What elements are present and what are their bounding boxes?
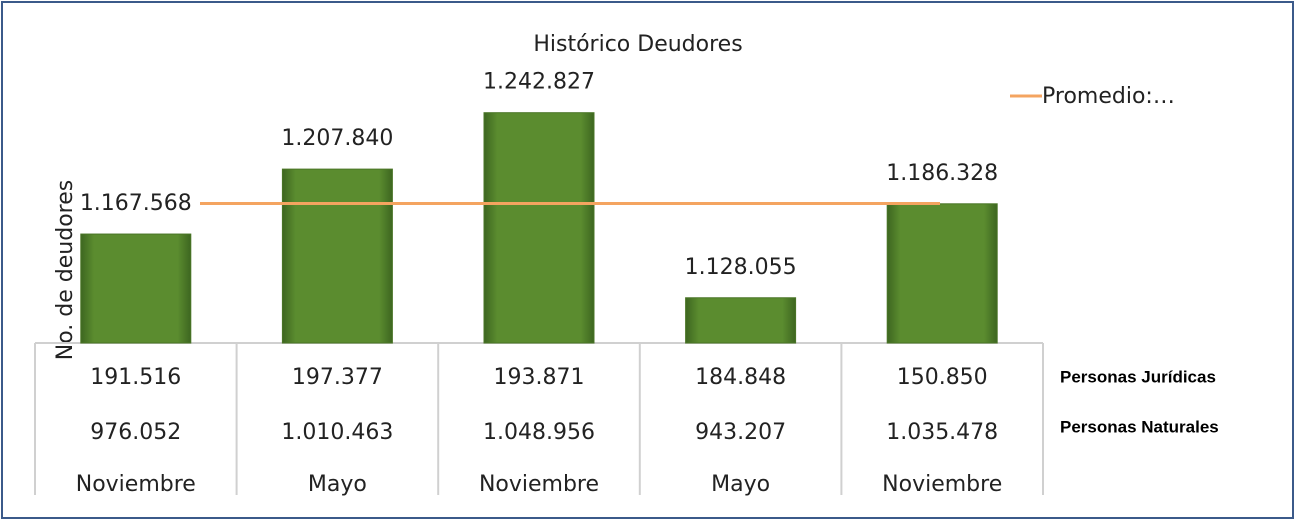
table-cell: 943.207 [695, 420, 786, 445]
table-row-label: Personas Naturales [1060, 417, 1219, 436]
table-row-label: Personas Jurídicas [1060, 367, 1216, 386]
bar [886, 203, 998, 344]
table-cell: 1.035.478 [886, 420, 998, 445]
x-tick-label: Mayo [308, 472, 367, 497]
bar [80, 233, 192, 344]
data-label: 1.128.055 [685, 255, 797, 280]
bar [483, 112, 595, 344]
table-cell: 197.377 [292, 365, 383, 390]
x-tick-label: Noviembre [479, 472, 599, 497]
data-label: 1.207.840 [281, 126, 393, 151]
data-label: 1.186.328 [886, 161, 998, 186]
table-cell: 976.052 [90, 420, 181, 445]
y-axis-label: No. de deudores [53, 180, 78, 360]
bar [685, 297, 797, 344]
table-cell: 184.848 [695, 365, 786, 390]
table-cell: 193.871 [494, 365, 585, 390]
x-tick-label: Noviembre [882, 472, 1002, 497]
legend-label: Promedio:… [1042, 84, 1175, 109]
data-label: 1.242.827 [483, 70, 595, 95]
table-cell: 191.516 [90, 365, 181, 390]
table-cell: 150.850 [897, 365, 988, 390]
x-tick-label: Mayo [711, 472, 770, 497]
x-tick-label: Noviembre [76, 472, 196, 497]
chart-title: Histórico Deudores [533, 32, 742, 57]
table-cell: 1.010.463 [281, 420, 393, 445]
table-cell: 1.048.956 [483, 420, 595, 445]
data-label: 1.167.568 [80, 191, 192, 216]
bar [281, 168, 393, 344]
